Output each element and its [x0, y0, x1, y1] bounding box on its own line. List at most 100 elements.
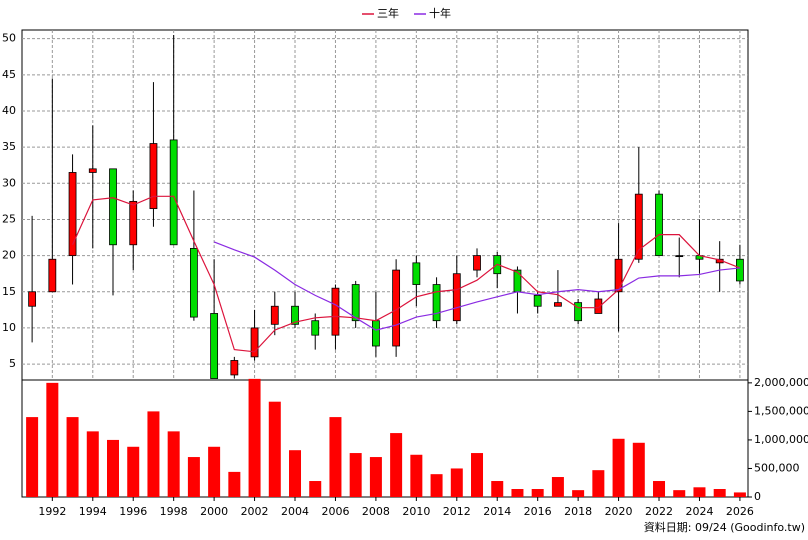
candle-body	[574, 302, 583, 322]
y-tick-label: 20	[2, 249, 16, 262]
volume-bar	[693, 487, 706, 497]
candle-body	[230, 360, 239, 376]
candle-body	[351, 284, 360, 322]
candle-body	[109, 168, 117, 246]
y-tick-label: 25	[2, 212, 16, 225]
volume-bar	[450, 468, 463, 497]
volume-bar	[491, 481, 504, 497]
y2-tick-label: 1,000,000	[754, 433, 808, 446]
volume-bar	[653, 481, 666, 497]
x-tick-label: 2020	[605, 505, 633, 518]
volume-bar	[167, 431, 180, 497]
volume-bar	[289, 450, 302, 497]
x-tick-label: 2010	[402, 505, 430, 518]
candle-body	[270, 305, 279, 325]
candle-body	[88, 168, 97, 173]
volume-bar	[551, 477, 564, 497]
volume-bar	[572, 490, 585, 497]
volume-bar	[147, 411, 160, 497]
volume-bar	[390, 433, 403, 497]
volume-bar	[46, 382, 59, 497]
y2-tick-label: 0	[754, 490, 761, 503]
ma-line	[72, 195, 741, 353]
candle-body	[250, 327, 259, 358]
candle-body	[331, 287, 340, 336]
x-tick-label: 2018	[564, 505, 592, 518]
volume-bar	[612, 438, 625, 497]
candle-body	[291, 305, 299, 325]
volume-bar	[733, 492, 746, 497]
x-tick-label: 2000	[200, 505, 228, 518]
volume-bar	[531, 489, 544, 497]
plot-area	[21, 29, 749, 498]
legend-label: 三年	[377, 6, 399, 20]
candle-body	[513, 269, 522, 293]
candle-body	[533, 294, 542, 307]
candle-body	[412, 262, 421, 285]
y-tick-label: 5	[9, 357, 16, 370]
volume-bar	[592, 470, 605, 497]
candle-body	[432, 284, 441, 322]
x-tick-label: 1992	[38, 505, 66, 518]
x-tick-label: 2024	[685, 505, 713, 518]
y-tick-label: 10	[2, 321, 16, 334]
footer: 資料日期: 09/24 (Goodinfo.tw)	[644, 520, 805, 534]
y2-tick-label: 500,000	[754, 461, 800, 474]
y-tick-label: 45	[2, 68, 16, 81]
volume-bar	[511, 489, 524, 497]
x-tick-label: 1994	[79, 505, 107, 518]
candle-body	[169, 139, 178, 246]
volume-bar	[673, 490, 686, 497]
volume-bar	[329, 417, 342, 497]
y-tick-label: 15	[2, 285, 16, 298]
volume-bar	[127, 446, 140, 497]
volume-bar	[228, 471, 241, 497]
x-tick-label: 2016	[524, 505, 552, 518]
volume-bar	[107, 439, 120, 497]
candle-body	[554, 302, 562, 307]
candle-body	[675, 255, 684, 258]
x-tick-label: 2022	[645, 505, 673, 518]
candle-body	[655, 193, 663, 257]
candle-body	[634, 193, 643, 260]
candle-body	[311, 320, 320, 336]
volume-bar	[66, 417, 79, 497]
volume-bar	[268, 401, 281, 497]
x-tick-label: 1996	[119, 505, 147, 518]
volume-bar	[369, 457, 382, 497]
x-tick-label: 2012	[443, 505, 471, 518]
legend-label: 十年	[429, 6, 451, 20]
x-tick-label: 2006	[321, 505, 349, 518]
candle-body	[736, 258, 744, 282]
y-tick-label: 50	[2, 32, 16, 45]
y2-tick-label: 2,000,000	[754, 376, 808, 389]
candle-body	[129, 200, 138, 246]
candle-body	[68, 172, 77, 257]
y2-tick-label: 1,500,000	[754, 404, 808, 417]
ma-line	[213, 241, 740, 331]
x-tick-label: 2008	[362, 505, 390, 518]
x-tick-label: 2026	[726, 505, 754, 518]
volume-bar	[86, 431, 99, 497]
volume-bar	[632, 442, 645, 497]
y-tick-label: 30	[2, 176, 16, 189]
volume-bar	[410, 454, 423, 497]
candle-body	[594, 298, 603, 314]
candle-body	[473, 255, 481, 271]
volume-bar	[309, 481, 322, 497]
volume-bar	[713, 489, 726, 497]
volume-bar	[248, 378, 261, 497]
candle-body	[48, 258, 57, 293]
volume-bar	[208, 446, 221, 497]
y-tick-label: 35	[2, 140, 16, 153]
candle-body	[210, 313, 219, 379]
candle-body	[189, 247, 198, 318]
x-tick-label: 2004	[281, 505, 309, 518]
volume-bar	[430, 474, 443, 497]
candle-body	[452, 273, 461, 322]
volume-bar	[471, 453, 484, 497]
x-tick-label: 2014	[483, 505, 511, 518]
candle-body	[371, 320, 380, 347]
